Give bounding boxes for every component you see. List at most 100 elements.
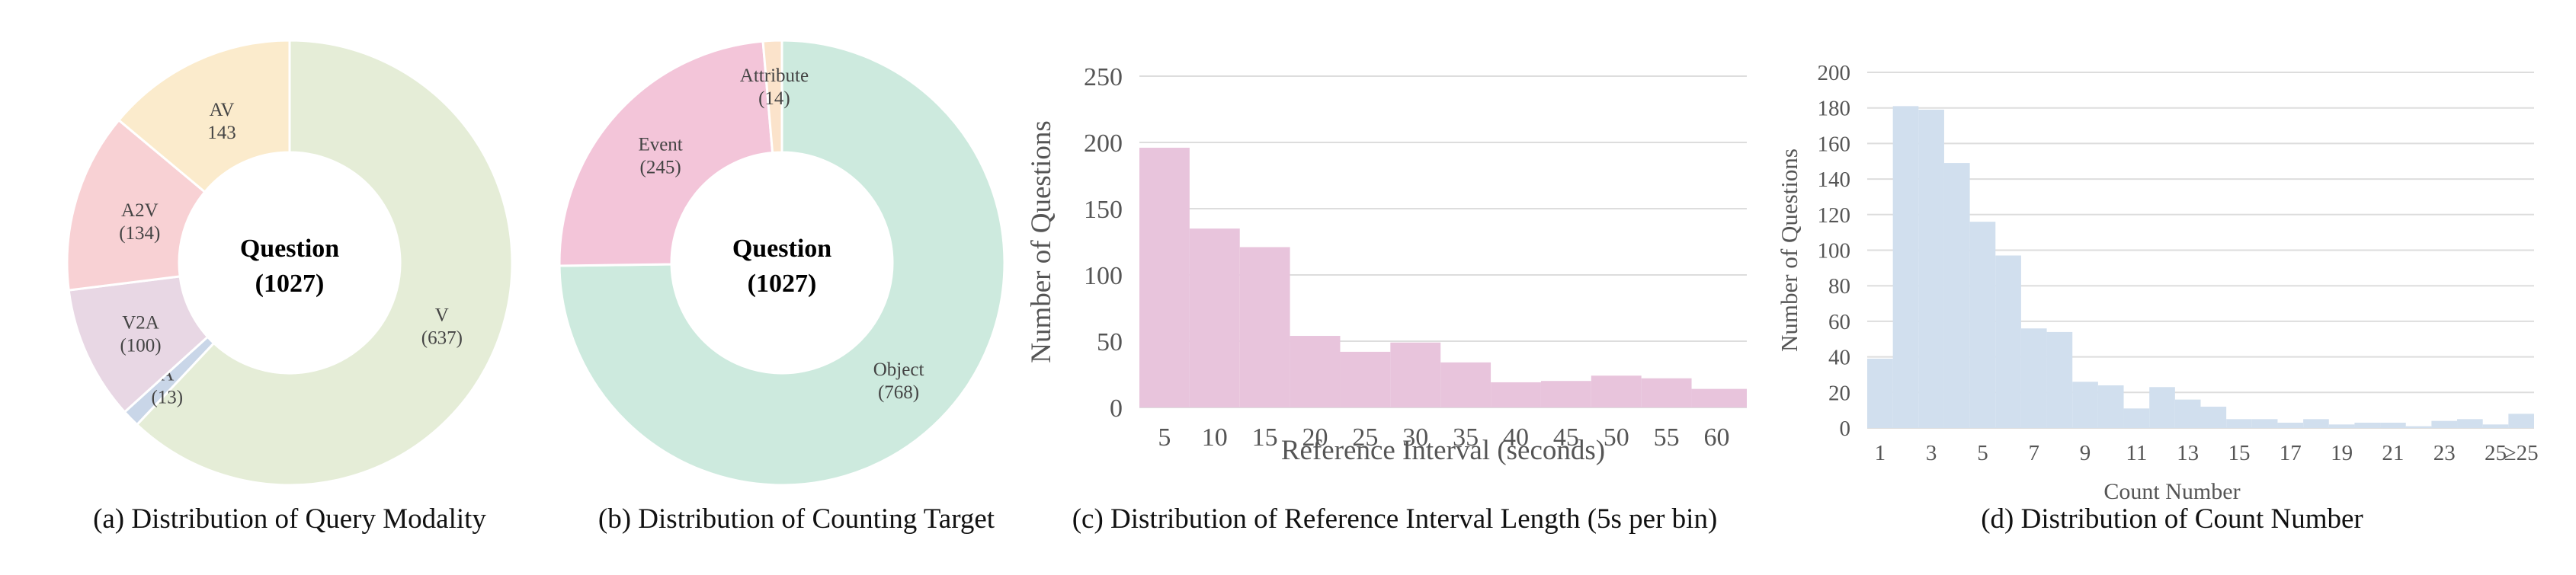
x-tick-ge25: ≥25 <box>2504 441 2539 465</box>
histogram-bar-ge25 <box>2508 414 2534 428</box>
histogram-bar-12 <box>1691 388 1747 407</box>
histogram-bar-6 <box>1390 342 1441 407</box>
slice-value-v2a: (100) <box>120 336 161 356</box>
histogram-bar-3 <box>1239 247 1290 407</box>
slice-attribute <box>761 39 783 155</box>
histogram-bar-14 <box>2200 406 2227 428</box>
x-tick-20: 20 <box>1302 423 1328 452</box>
y-tick-200: 200 <box>1818 61 1851 85</box>
x-tick-3: 3 <box>1926 441 1937 465</box>
donut-center-total: (1027) <box>255 270 325 298</box>
y-tick-40: 40 <box>1828 346 1850 370</box>
x-tick-19: 19 <box>2331 441 2353 465</box>
slice-value-object: (768) <box>878 382 919 403</box>
x-tick-5: 5 <box>1977 441 1988 465</box>
x-tick-11: 11 <box>2126 441 2147 465</box>
histogram-bar-24 <box>2457 419 2483 428</box>
x-axis-label: Reference Interval (seconds) <box>1281 435 1605 466</box>
chart-counting-target: Object (768) Event (245) Attribute (14) Questi… <box>556 0 1036 575</box>
histogram-bar-22 <box>2405 426 2432 428</box>
chart-query-modality: V(637)A(13)V2A(100)A2V(134)AV143Question… <box>0 0 579 575</box>
histogram-bar-9 <box>2072 382 2098 428</box>
chart-reference-interval: 0 50 100 150 200 250 5 10 15 20 25 30 35 40 45 50 55 60 Re… <box>1021 0 1768 575</box>
slice-value-a2v: (134) <box>119 223 160 244</box>
y-tick-250: 250 <box>1084 63 1123 91</box>
histogram-bar-10 <box>2097 385 2124 428</box>
histogram-bar-2 <box>1892 106 1919 429</box>
y-tick-120: 120 <box>1818 203 1851 228</box>
y-tick-60: 60 <box>1828 310 1850 334</box>
x-tick-55: 55 <box>1654 423 1680 452</box>
x-tick-35: 35 <box>1453 423 1479 452</box>
histogram-bar-4 <box>1290 336 1341 407</box>
chart-count-number: 0 20 40 60 80 100 120 140 160 180 200 1 3 5 7 9 11 13 15 17… <box>1768 0 2576 575</box>
histogram-reference-interval: 0 50 100 150 200 250 5 10 15 20 25 30 35 40 45 50 55 60 Re… <box>1026 63 1747 466</box>
x-tick-13: 13 <box>2177 441 2199 465</box>
y-tick-160: 160 <box>1818 132 1851 156</box>
donut-center-total: (1027) <box>748 270 817 298</box>
histogram-bar-7 <box>1440 362 1491 407</box>
histogram-bar-1 <box>1867 358 1893 428</box>
histogram-bar-25 <box>2482 424 2509 428</box>
histogram-bar-11 <box>2123 408 2150 428</box>
chart-caption-d: (d) Distribution of Count Number <box>1981 503 2363 535</box>
y-axis-label: Number of Questions <box>1776 149 1802 352</box>
histogram-bar-12 <box>2149 387 2175 428</box>
slice-event <box>558 40 774 267</box>
x-tick-21: 21 <box>2382 441 2404 465</box>
y-tick-100: 100 <box>1084 262 1123 290</box>
slice-label-av: AV <box>210 100 235 120</box>
histogram-bar-19 <box>2328 424 2355 428</box>
histogram-bar-21 <box>2380 422 2406 428</box>
histogram-bar-4 <box>1943 163 1970 428</box>
x-tick-25: 25 <box>2485 441 2507 465</box>
y-tick-200: 200 <box>1084 129 1123 158</box>
chart-caption-b: (b) Distribution of Counting Target <box>598 503 995 535</box>
chart-caption-a: (a) Distribution of Query Modality <box>93 503 486 535</box>
slice-av <box>117 39 291 194</box>
y-tick-0: 0 <box>1840 417 1851 441</box>
x-tick-9: 9 <box>2080 441 2091 465</box>
histogram-bar-9 <box>1540 381 1591 407</box>
slice-label-object: Object <box>873 359 924 380</box>
chart-caption-c: (c) Distribution of Reference Interval L… <box>1072 503 1718 535</box>
y-tick-20: 20 <box>1828 381 1850 405</box>
y-tick-100: 100 <box>1818 239 1851 264</box>
slice-value-v: (637) <box>421 327 463 348</box>
x-tick-15: 15 <box>1252 423 1278 452</box>
histogram-bar-8 <box>2046 331 2073 428</box>
y-tick-140: 140 <box>1818 168 1851 192</box>
histogram-bar-7 <box>2020 328 2047 428</box>
histogram-bar-11 <box>1641 378 1692 407</box>
donut-chart-query-modality: V(637)A(13)V2A(100)A2V(134)AV143Question… <box>66 39 514 487</box>
donut-center-title: Question <box>732 235 831 263</box>
slice-object <box>558 39 1006 487</box>
histogram-bar-23 <box>2431 420 2458 428</box>
y-tick-80: 80 <box>1828 274 1850 299</box>
histogram-bar-13 <box>2174 399 2201 428</box>
x-tick-40: 40 <box>1503 423 1529 452</box>
x-tick-1: 1 <box>1875 441 1886 465</box>
slice-label-attribute: Attribute <box>740 65 809 86</box>
x-tick-5: 5 <box>1158 423 1171 452</box>
x-tick-30: 30 <box>1402 423 1428 452</box>
y-tick-0: 0 <box>1110 395 1123 423</box>
slice-label-event: Event <box>638 135 682 155</box>
donut-chart-counting-target: Object(768) Event (245) Attribute(14) Questi… <box>558 39 1006 487</box>
histogram-bar-1 <box>1139 147 1190 407</box>
x-tick-60: 60 <box>1703 423 1729 452</box>
slice-value-event: (245) <box>640 158 681 178</box>
x-tick-25: 25 <box>1352 423 1378 452</box>
x-tick-17: 17 <box>2280 441 2302 465</box>
histogram-bar-17 <box>2277 422 2304 428</box>
donut-center-title: Question <box>240 235 339 263</box>
histogram-bar-3 <box>1918 110 1944 428</box>
histogram-bar-5 <box>1340 351 1391 407</box>
x-tick-23: 23 <box>2433 441 2456 465</box>
histogram-bar-6 <box>1995 255 2021 428</box>
histogram-bar-15 <box>2226 419 2252 428</box>
histogram-bar-18 <box>2303 419 2329 428</box>
y-tick-180: 180 <box>1818 97 1851 121</box>
x-tick-10: 10 <box>1202 423 1228 452</box>
